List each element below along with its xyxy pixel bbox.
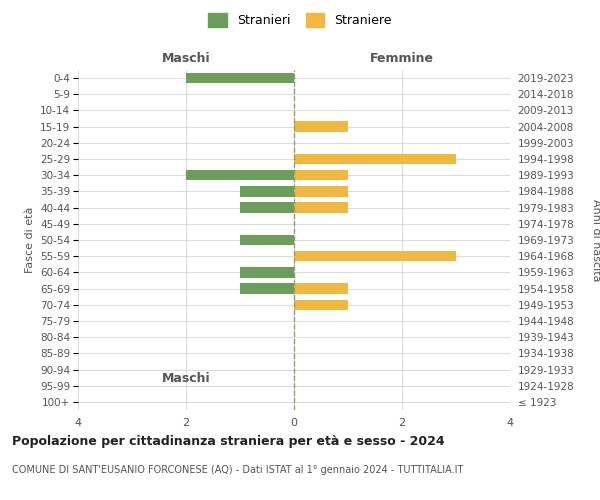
- Bar: [294, 154, 456, 164]
- Bar: [294, 202, 348, 213]
- Bar: [186, 73, 294, 84]
- Bar: [294, 170, 348, 180]
- Bar: [240, 186, 294, 196]
- Y-axis label: Anni di nascita: Anni di nascita: [591, 198, 600, 281]
- Bar: [294, 300, 348, 310]
- Bar: [186, 170, 294, 180]
- Bar: [240, 267, 294, 278]
- Text: Femmine: Femmine: [370, 52, 434, 65]
- Legend: Stranieri, Straniere: Stranieri, Straniere: [202, 6, 398, 33]
- Bar: [294, 122, 348, 132]
- Y-axis label: Fasce di età: Fasce di età: [25, 207, 35, 273]
- Text: Maschi: Maschi: [161, 372, 211, 385]
- Bar: [294, 284, 348, 294]
- Bar: [240, 202, 294, 213]
- Bar: [294, 186, 348, 196]
- Bar: [294, 251, 456, 262]
- Text: Popolazione per cittadinanza straniera per età e sesso - 2024: Popolazione per cittadinanza straniera p…: [12, 435, 445, 448]
- Bar: [240, 284, 294, 294]
- Bar: [240, 234, 294, 246]
- Text: Maschi: Maschi: [161, 52, 211, 65]
- Text: COMUNE DI SANT'EUSANIO FORCONESE (AQ) - Dati ISTAT al 1° gennaio 2024 - TUTTITAL: COMUNE DI SANT'EUSANIO FORCONESE (AQ) - …: [12, 465, 463, 475]
